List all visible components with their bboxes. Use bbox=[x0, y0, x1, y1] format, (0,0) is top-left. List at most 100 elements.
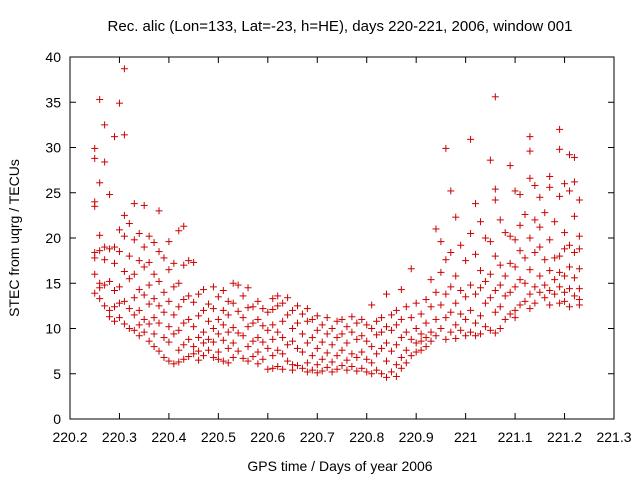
data-point bbox=[407, 352, 415, 360]
data-point bbox=[160, 308, 168, 316]
data-point bbox=[521, 254, 529, 262]
data-point bbox=[298, 348, 306, 356]
data-point bbox=[185, 315, 193, 323]
data-point bbox=[96, 96, 104, 104]
data-point bbox=[91, 289, 99, 297]
data-point bbox=[575, 196, 583, 204]
data-point bbox=[195, 312, 203, 320]
data-point bbox=[170, 330, 178, 338]
data-point bbox=[392, 341, 400, 349]
y-tick-label: 10 bbox=[45, 321, 61, 337]
data-point bbox=[506, 288, 514, 296]
data-point bbox=[546, 267, 554, 275]
data-point bbox=[536, 193, 544, 201]
data-point bbox=[200, 328, 208, 336]
data-point bbox=[511, 283, 519, 291]
data-point bbox=[120, 320, 128, 328]
data-point bbox=[328, 368, 336, 376]
x-tick-label: 220.6 bbox=[250, 429, 285, 445]
data-point bbox=[200, 286, 208, 294]
data-point bbox=[526, 147, 534, 155]
data-point bbox=[244, 323, 252, 331]
data-point bbox=[269, 364, 277, 372]
data-point bbox=[185, 335, 193, 343]
data-point bbox=[111, 259, 119, 267]
data-point bbox=[383, 339, 391, 347]
data-point bbox=[135, 229, 143, 237]
data-point bbox=[476, 312, 484, 320]
data-point bbox=[244, 343, 252, 351]
data-point bbox=[397, 353, 405, 361]
data-point bbox=[229, 279, 237, 287]
data-point bbox=[165, 238, 173, 246]
data-point bbox=[368, 301, 376, 309]
data-point bbox=[481, 277, 489, 285]
data-point bbox=[363, 355, 371, 363]
data-point bbox=[175, 227, 183, 235]
data-point bbox=[125, 325, 133, 332]
data-point bbox=[175, 346, 183, 354]
data-point bbox=[269, 352, 277, 360]
data-point bbox=[392, 361, 400, 369]
data-point bbox=[160, 334, 168, 342]
data-point bbox=[511, 314, 519, 322]
data-point bbox=[457, 286, 465, 294]
data-point bbox=[462, 293, 470, 301]
data-point bbox=[145, 232, 153, 240]
data-point bbox=[575, 245, 583, 253]
data-point bbox=[91, 254, 99, 262]
data-point bbox=[145, 258, 153, 266]
data-point bbox=[491, 286, 499, 294]
x-tick-label: 220.3 bbox=[102, 429, 137, 445]
y-axis-ticks: 0 5 10 15 20 25 30 35 40 bbox=[45, 49, 614, 427]
data-point bbox=[254, 348, 262, 356]
y-tick-label: 40 bbox=[45, 49, 61, 65]
data-point bbox=[111, 317, 119, 325]
data-point bbox=[501, 315, 509, 323]
data-point bbox=[462, 257, 470, 265]
data-point bbox=[541, 209, 549, 217]
data-point bbox=[551, 254, 559, 262]
data-point bbox=[506, 310, 514, 318]
data-point bbox=[125, 305, 133, 313]
data-point bbox=[308, 334, 316, 342]
data-point bbox=[476, 218, 484, 226]
data-point bbox=[496, 216, 504, 224]
data-point bbox=[115, 248, 123, 256]
data-point bbox=[363, 368, 371, 376]
data-point bbox=[313, 326, 321, 334]
data-point bbox=[219, 357, 227, 365]
data-point bbox=[165, 357, 173, 365]
data-point bbox=[298, 330, 306, 338]
data-point bbox=[204, 335, 212, 343]
data-point bbox=[209, 283, 217, 291]
data-point bbox=[348, 363, 356, 371]
data-point bbox=[491, 93, 499, 101]
data-point bbox=[511, 263, 519, 271]
data-point bbox=[224, 328, 232, 336]
data-point bbox=[378, 328, 386, 336]
data-point bbox=[313, 312, 321, 320]
data-point bbox=[135, 321, 143, 329]
data-point bbox=[175, 358, 183, 366]
data-point bbox=[561, 272, 569, 280]
data-point bbox=[387, 347, 395, 355]
data-point bbox=[101, 302, 109, 310]
data-point bbox=[501, 272, 509, 280]
data-point bbox=[556, 192, 564, 200]
data-point bbox=[378, 370, 386, 378]
data-point bbox=[318, 367, 326, 375]
data-point bbox=[373, 317, 381, 325]
data-point bbox=[412, 348, 420, 356]
data-point bbox=[343, 356, 351, 364]
data-point bbox=[303, 368, 311, 376]
data-point bbox=[96, 284, 104, 292]
data-point bbox=[570, 248, 578, 256]
data-point bbox=[397, 334, 405, 342]
data-point bbox=[511, 306, 519, 314]
data-point bbox=[561, 297, 569, 305]
data-point bbox=[516, 276, 524, 284]
data-point bbox=[467, 306, 475, 314]
data-point bbox=[274, 328, 282, 336]
